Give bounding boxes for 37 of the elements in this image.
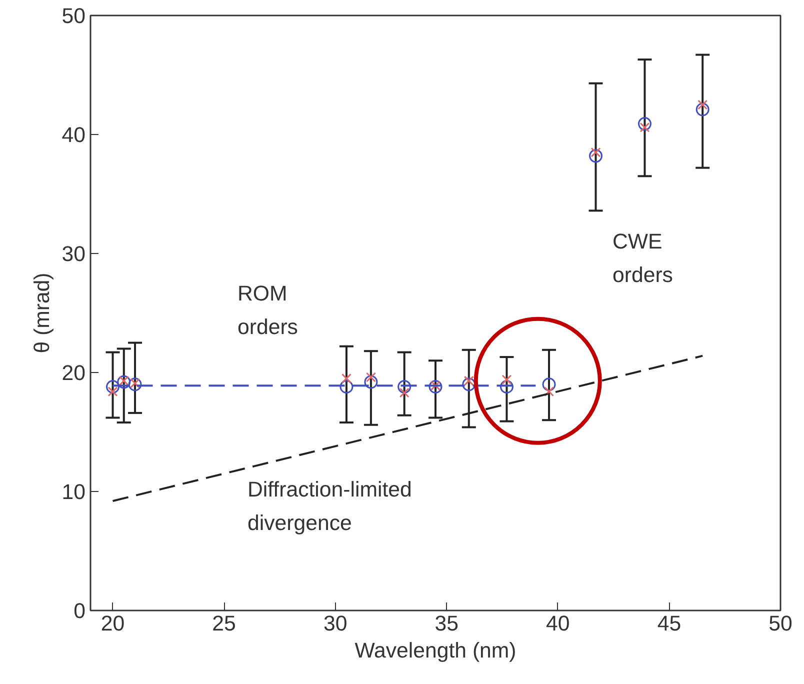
point [500, 380, 514, 394]
y-tick-label: 40 [62, 123, 86, 147]
x-tick-label: 35 [434, 612, 458, 636]
point [399, 388, 410, 398]
point [544, 386, 554, 397]
point [340, 380, 354, 394]
x-tick-label: 20 [100, 612, 125, 636]
y-tick-label: 20 [62, 361, 86, 385]
x-tick-label: 30 [323, 612, 348, 636]
annotation: Diffraction-limited divergence [248, 478, 412, 536]
point [542, 378, 556, 392]
point [364, 375, 378, 389]
point [640, 122, 650, 132]
annotation: CWE orders [612, 230, 673, 288]
y-axis-title: θ (mrad) [30, 272, 54, 354]
x-axis-title: Wavelength (nm) [354, 638, 516, 662]
point [589, 149, 603, 163]
x-tick-label: 25 [212, 612, 236, 636]
point [128, 378, 142, 392]
x-tick-label: 45 [657, 612, 682, 636]
point [428, 380, 442, 394]
point [502, 374, 512, 385]
point [341, 373, 352, 384]
y-tick-label: 50 [62, 4, 86, 28]
point [638, 117, 652, 131]
annotation: ROM orders [238, 282, 298, 340]
point [108, 386, 118, 397]
y-tick-label: 0 [74, 599, 86, 623]
point [462, 378, 476, 392]
x-tick-label: 40 [546, 612, 570, 636]
y-tick-label: 30 [62, 242, 86, 266]
point [696, 102, 710, 116]
point [117, 375, 131, 389]
point [398, 380, 412, 394]
x-tick-label: 50 [768, 612, 792, 636]
point [106, 380, 120, 394]
y-tick-label: 10 [62, 480, 86, 504]
